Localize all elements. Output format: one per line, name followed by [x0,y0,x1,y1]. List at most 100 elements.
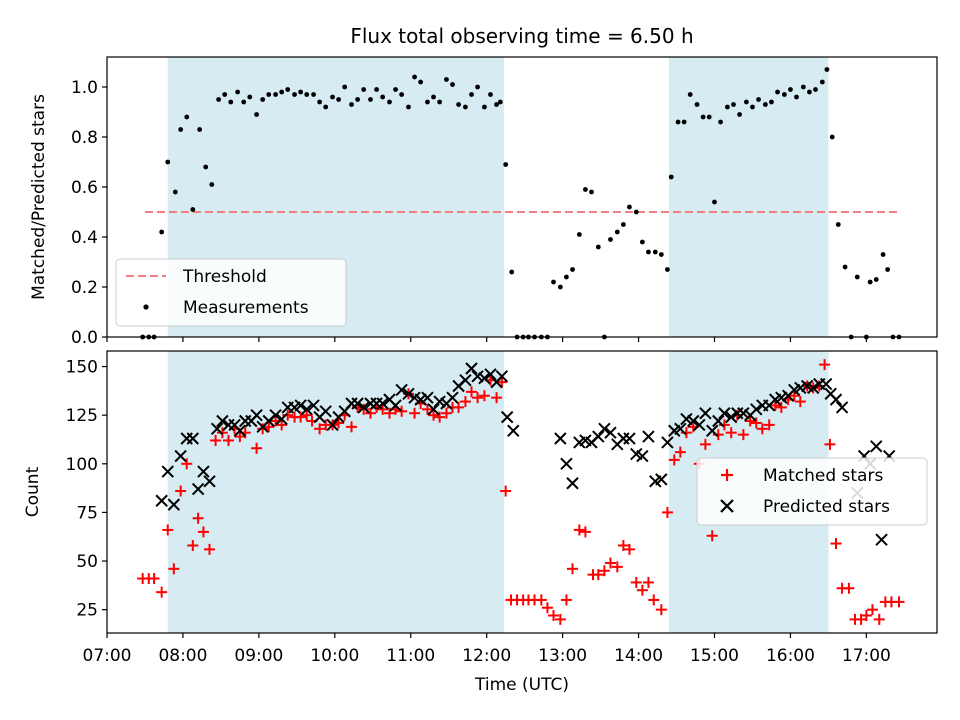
measurement-point [279,89,285,95]
measurement-point [681,119,687,125]
y-tick-label: 0.0 [71,328,98,348]
y-tick-label: 25 [76,601,98,621]
matched-star-point [712,429,724,441]
top-legend-box [115,258,347,327]
measurement-point [266,92,272,97]
matched-star-point [251,442,263,454]
matched-star-point [156,586,168,598]
measurement-point [718,119,723,125]
measurement-point [781,92,787,97]
matched-star-point [365,407,377,419]
observing-window-span [668,57,829,337]
matched-star-point [873,613,885,625]
predicted-star-point [819,377,833,391]
matched-star-point [314,423,326,435]
predicted-star-point [376,397,389,410]
measurement-point [583,187,588,192]
measurement-point [178,127,184,132]
predicted-star-point [421,391,434,404]
measurement-point [342,84,348,90]
matched-star-point [843,582,855,594]
predicted-star-point [699,407,712,420]
matched-star-point [893,596,905,608]
matched-star-point [187,539,199,551]
matched-star-point [830,538,842,550]
measurement-point [247,94,253,100]
matched-star-point [478,390,490,402]
legend-matched-swatch [721,469,733,481]
predicted-star-point [478,372,491,385]
measurement-point [184,114,190,120]
predicted-star-point [402,387,415,400]
matched-star-point [383,407,395,419]
matched-star-point [611,561,623,573]
measurement-point [469,92,474,97]
measurement-point [737,112,742,117]
matched-star-point [216,427,228,439]
matched-star-point [661,506,673,518]
matched-star-point [592,569,604,581]
matched-star-point [655,604,667,616]
bottom-panel: 25 50 75 100 125 150 07:00 08:00 09:00 10:00 11:0… [23,350,938,695]
measurement-point [393,87,398,92]
predicted-star-point [554,432,567,445]
matched-star-point [725,427,737,439]
measurement-point [564,274,569,280]
measurement-point [431,94,436,100]
matched-star-point [440,407,452,419]
measurement-point [551,279,556,285]
matched-star-point [257,423,269,435]
matched-star-point [763,419,775,431]
measurement-point [380,94,386,100]
measurement-point [509,269,515,275]
matched-star-point [775,401,787,413]
matched-star-point [819,359,831,371]
measurement-point [336,97,342,102]
predicted-star-point [495,370,509,383]
measurement-point [412,74,417,80]
measurement-point [387,99,392,105]
top-legend: Threshold Measurements [115,258,347,327]
matched-star-point [466,386,478,398]
matched-star-point [636,584,648,596]
matched-star-point [459,396,471,408]
matched-star-point [491,392,503,404]
matched-star-point [148,573,160,585]
matched-star-point [718,419,730,431]
measurement-point [494,102,499,107]
matched-star-point [168,563,180,575]
matched-star-point [737,429,749,441]
predicted-star-point [484,368,497,381]
predicted-star-point [459,373,472,387]
matched-star-point [453,401,465,413]
matched-star-point [744,415,756,427]
predicted-star-point [775,391,788,404]
y-tick-label: 1.0 [71,78,98,98]
predicted-star-point [642,430,655,443]
measurement-point [463,104,468,110]
measurement-point [260,97,266,102]
measurement-point [867,279,873,285]
measurement-point [807,89,812,95]
matched-star-point [192,512,204,524]
measurement-point [633,209,639,215]
matched-star-point [548,609,560,621]
matched-star-point [472,392,484,404]
matched-star-point [346,421,358,433]
measurement-point [639,239,645,245]
measurement-point [349,102,354,107]
measurement-point [646,249,651,255]
measurement-point [304,92,310,97]
measurement-point [620,222,626,227]
predicted-star-point [174,449,187,463]
y-tick-label: 0.8 [71,128,98,148]
y-tick-label: 50 [76,552,98,572]
matched-star-point [794,396,806,408]
observing-window-span [167,351,505,633]
measurement-point [576,232,582,237]
measurement-point [399,92,405,97]
matched-star-point [358,403,370,415]
predicted-star-point [875,533,888,546]
matched-star-point [282,409,294,421]
